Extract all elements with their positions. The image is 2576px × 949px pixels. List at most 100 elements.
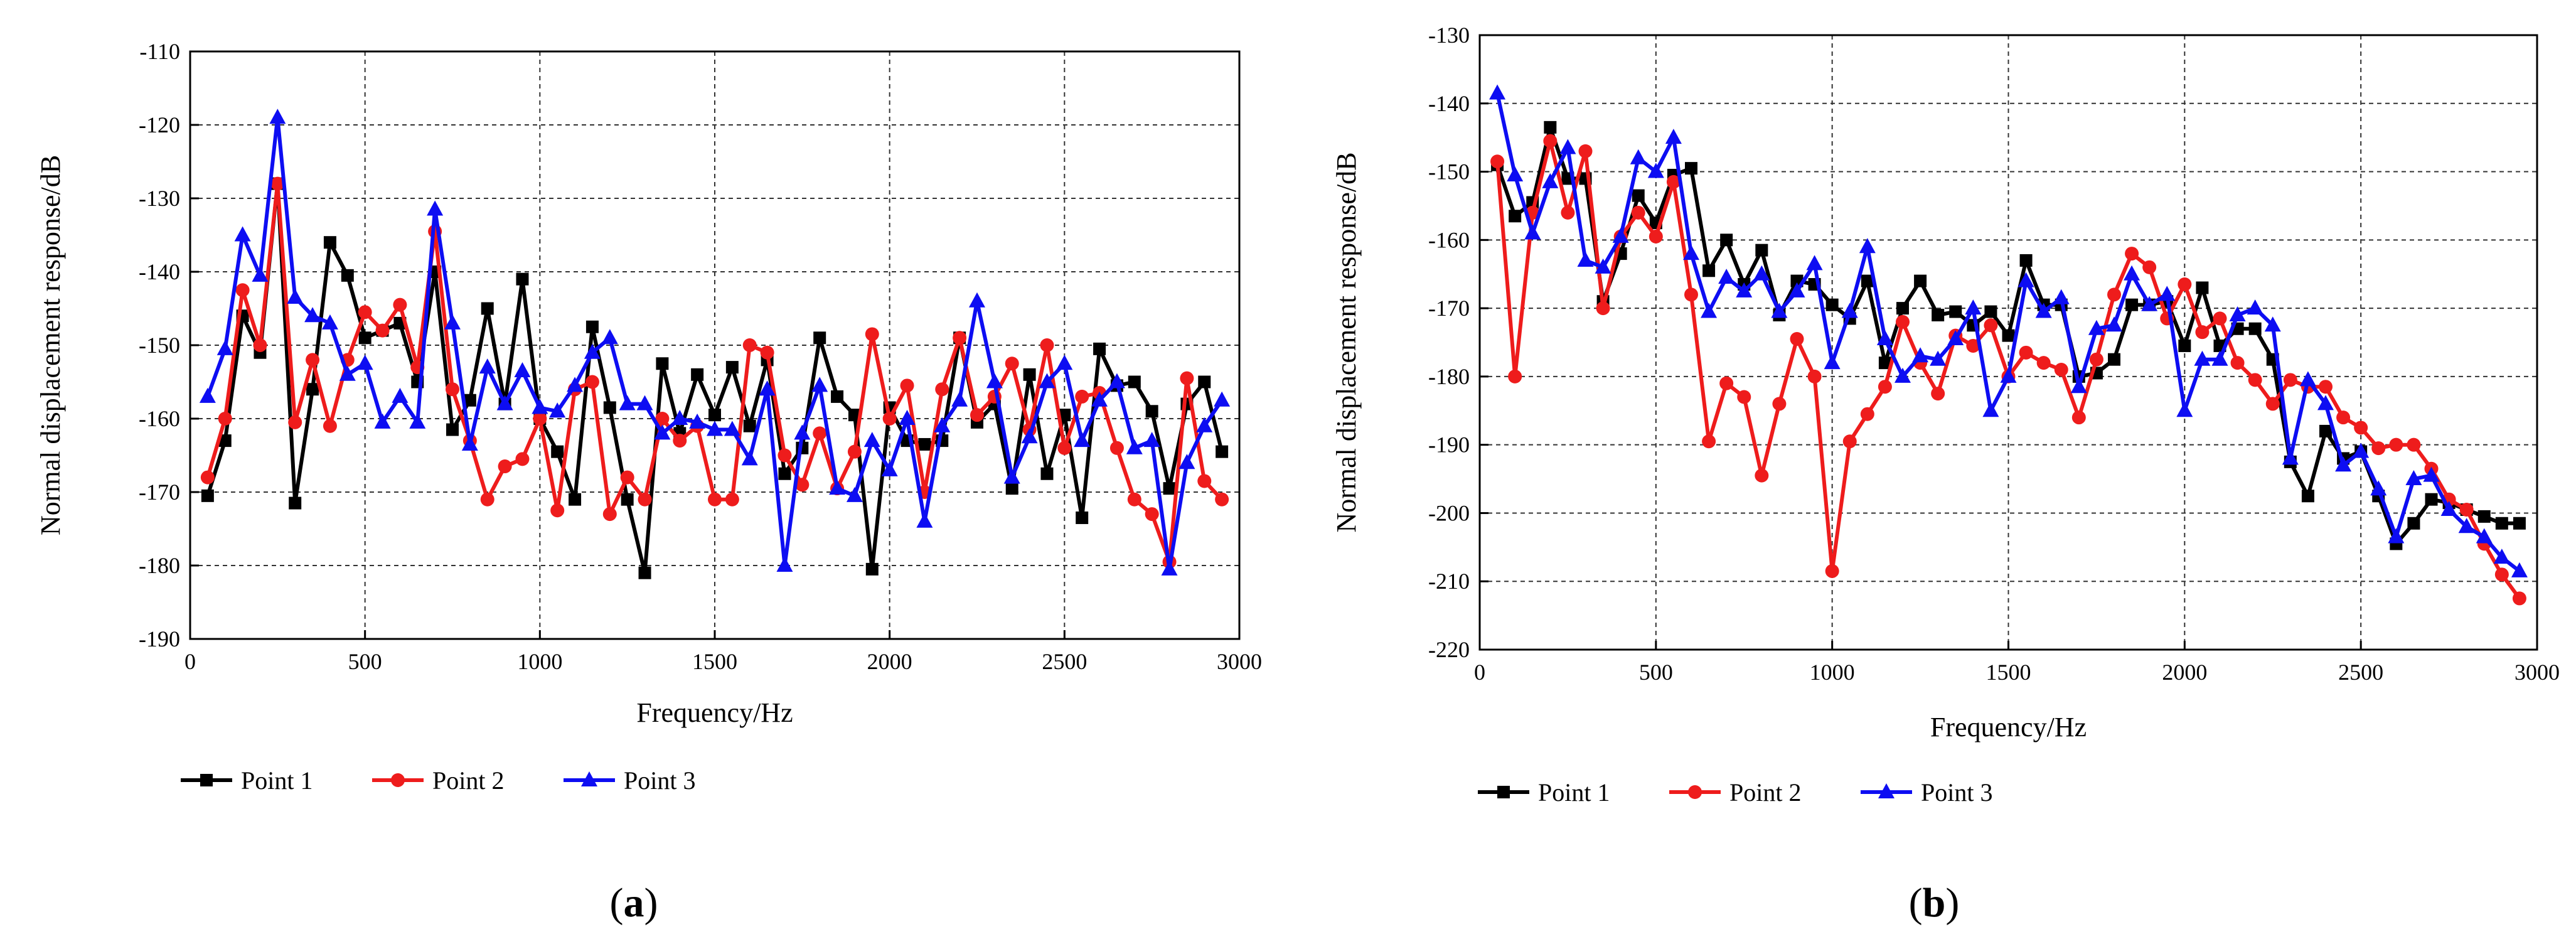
data-point-point-3 [1683,245,1699,260]
data-point-point-2 [1543,134,1558,148]
data-point-point-1 [1145,405,1158,418]
panel-label-a: (a) [610,880,658,926]
data-point-point-1 [638,566,651,579]
legend-item-point-1: Point 1 [181,766,313,795]
data-point-point-1 [306,383,319,396]
data-point-point-3 [321,314,338,330]
data-point-point-2 [760,345,774,360]
legend-item-point-2: Point 2 [1669,778,1801,807]
data-point-point-3 [1074,432,1091,448]
data-point-point-1 [446,423,459,436]
data-point-point-3 [2018,272,2034,287]
chart-panel-a: 0 500 1000 1500 2000 2500 3000 -190 -180 -170 -160… [35,39,1262,926]
data-point-point-1 [2196,281,2209,294]
data-point-point-1 [481,302,494,315]
data-point-point-2 [1666,174,1681,189]
data-point-point-3 [2423,466,2440,482]
data-point-point-3 [444,314,461,330]
data-point-point-3 [374,413,391,429]
legend-marker-triangle [581,771,597,786]
data-point-point-3 [1021,428,1038,444]
data-point-point-1 [2002,329,2015,342]
data-point-point-2 [1684,287,1698,302]
data-point-point-3 [741,450,758,466]
data-point-point-1 [1720,233,1733,247]
y-tick-label: -150 [139,333,180,358]
legend-marker-square [1497,786,1510,798]
data-point-point-2 [1145,507,1159,522]
data-point-point-2 [358,305,372,319]
data-point-point-2 [778,448,792,463]
data-point-point-3 [409,413,426,429]
data-point-point-3 [2229,306,2246,321]
data-point-point-3 [1091,391,1108,407]
data-point-point-2 [480,492,494,507]
x-tick-label: 2000 [2162,660,2207,685]
data-point-point-3 [1196,417,1213,432]
data-point-point-2 [2248,373,2262,387]
data-point-point-3 [1595,258,1611,274]
data-point-point-1 [1163,482,1176,495]
data-point-point-1 [1755,244,1768,257]
data-point-point-2 [1860,407,1874,421]
data-point-point-2 [1109,441,1124,455]
data-point-point-3 [234,226,251,242]
data-point-point-1 [218,434,232,448]
data-point-point-2 [2178,277,2192,292]
data-point-point-2 [2265,397,2280,411]
data-point-point-2 [2054,363,2068,377]
data-point-point-3 [1161,560,1178,576]
data-point-point-1 [603,401,616,414]
data-point-point-2 [2036,356,2051,370]
data-point-point-2 [270,176,285,191]
chart-panel-b: 0 500 1000 1500 2000 2500 3000 -220 -210 -200 -190… [1331,23,2560,926]
data-point-point-2 [253,338,267,352]
series-a [199,109,1231,579]
legend-item-point-2: Point 2 [372,766,504,795]
legend-marker-square [200,774,213,786]
data-point-point-3 [2476,528,2493,544]
data-point-point-3 [2335,456,2352,472]
data-point-point-1 [831,390,844,403]
panel-letter-a: a [624,880,644,926]
data-point-point-1 [1093,342,1106,355]
legend-marker-circle [391,773,405,787]
data-point-point-2 [2336,410,2351,425]
data-point-point-2 [1931,387,1945,401]
data-point-point-1 [585,320,599,333]
data-point-point-3 [1912,347,1929,363]
data-point-point-3 [1701,303,1718,318]
data-point-point-3 [304,307,321,323]
data-point-point-2 [235,283,250,298]
legend-label-point-2: Point 2 [1729,778,1801,807]
legend-marker [1497,786,1510,798]
legend-marker [391,773,405,787]
data-point-point-2 [323,419,337,433]
data-point-point-2 [1966,338,1980,353]
data-point-point-2 [1040,338,1054,352]
data-point-point-3 [584,343,601,359]
data-point-point-1 [691,368,704,381]
x-tick-label: 2500 [2338,660,2383,685]
data-point-point-3 [829,480,846,495]
data-point-point-3 [1577,251,1594,267]
legend-a: Point 1 Point 2 Point 3 [181,766,695,795]
data-point-point-2 [1702,434,1716,449]
data-point-point-3 [2176,402,2193,417]
data-point-point-3 [1859,238,1876,254]
data-point-point-3 [1542,173,1559,188]
x-tick-label: 1500 [1986,660,2031,685]
data-point-point-2 [2019,345,2033,360]
data-point-point-3 [2211,350,2228,366]
data-point-point-3 [776,557,793,572]
data-point-point-2 [2230,356,2245,370]
data-point-point-1 [516,272,529,286]
data-point-point-3 [1612,227,1629,243]
data-point-point-3 [654,424,671,440]
data-point-point-2 [795,478,810,492]
legend-marker [200,774,213,786]
data-point-point-1 [1198,375,1211,389]
data-point-point-3 [759,380,776,396]
data-point-point-3 [339,365,356,381]
data-point-point-2 [2459,503,2474,517]
